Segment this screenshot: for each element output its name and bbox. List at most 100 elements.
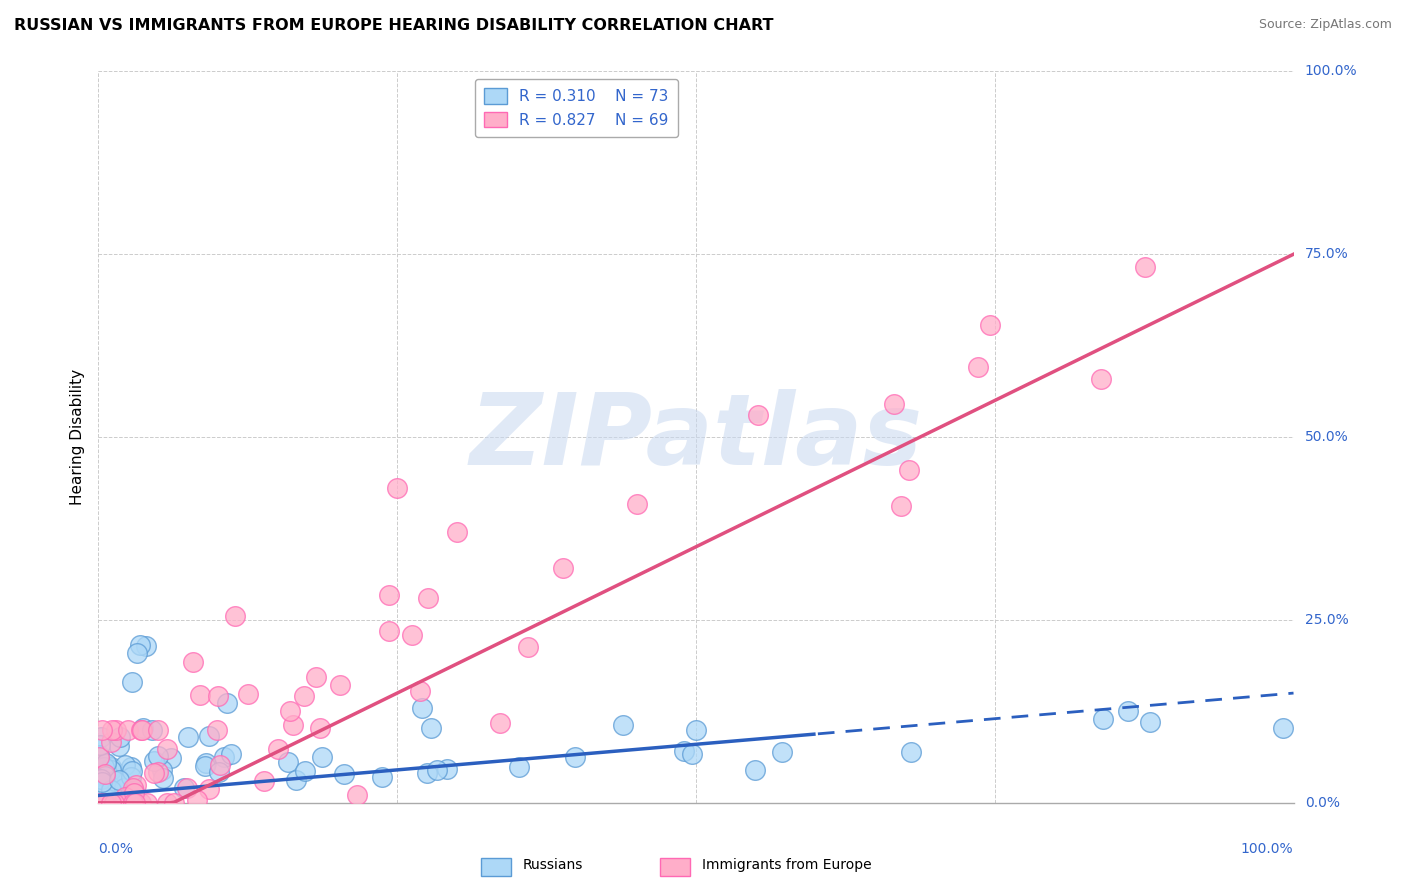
Text: RUSSIAN VS IMMIGRANTS FROM EUROPE HEARING DISABILITY CORRELATION CHART: RUSSIAN VS IMMIGRANTS FROM EUROPE HEARIN… xyxy=(14,18,773,33)
Point xyxy=(156,796,179,810)
Point xyxy=(131,723,153,737)
Point xyxy=(409,684,432,698)
Point xyxy=(135,796,157,810)
Point xyxy=(267,741,290,756)
Point xyxy=(378,624,401,639)
Point xyxy=(489,716,512,731)
Point xyxy=(152,763,174,777)
Point xyxy=(146,765,169,780)
Point xyxy=(283,718,305,732)
Point xyxy=(198,729,221,743)
Point xyxy=(890,499,912,513)
Point xyxy=(94,796,117,810)
Point xyxy=(142,766,165,780)
Text: 0.0%: 0.0% xyxy=(98,842,134,855)
Point xyxy=(96,756,118,770)
Point xyxy=(415,765,437,780)
Point xyxy=(112,781,135,796)
Point xyxy=(121,796,143,810)
Text: ZIPatlas: ZIPatlas xyxy=(470,389,922,485)
Point xyxy=(292,690,315,704)
Point xyxy=(103,796,125,810)
Point xyxy=(104,773,127,788)
Point xyxy=(212,749,235,764)
Point xyxy=(329,678,352,692)
Point xyxy=(117,723,139,737)
Point xyxy=(90,772,112,786)
Point xyxy=(159,751,181,765)
Point xyxy=(207,689,229,703)
Point xyxy=(1139,714,1161,729)
Point xyxy=(128,639,150,653)
Y-axis label: Hearing Disability: Hearing Disability xyxy=(69,369,84,505)
Point xyxy=(411,701,433,715)
Point xyxy=(91,775,114,789)
Point xyxy=(370,770,392,784)
Point xyxy=(747,408,769,422)
Point xyxy=(508,759,530,773)
Point xyxy=(124,796,146,810)
Point xyxy=(278,704,301,718)
Point xyxy=(124,786,146,800)
Point xyxy=(197,781,219,796)
Point xyxy=(94,785,117,799)
Point xyxy=(163,796,186,810)
Point xyxy=(93,760,115,774)
Point xyxy=(1271,721,1294,735)
FancyBboxPatch shape xyxy=(481,858,510,876)
Point xyxy=(195,756,218,770)
Point xyxy=(89,747,111,762)
Point xyxy=(215,696,238,710)
Point xyxy=(156,742,179,756)
Text: 25.0%: 25.0% xyxy=(1305,613,1348,627)
Text: Immigrants from Europe: Immigrants from Europe xyxy=(702,858,872,872)
Point xyxy=(426,763,449,777)
Text: 100.0%: 100.0% xyxy=(1305,64,1357,78)
Point xyxy=(333,766,356,780)
Point xyxy=(114,789,136,804)
Point xyxy=(146,749,169,764)
Point xyxy=(89,738,111,752)
Point xyxy=(122,784,145,798)
Point xyxy=(100,796,122,810)
Point xyxy=(101,723,124,737)
Point xyxy=(305,670,328,684)
Point xyxy=(401,628,423,642)
Point xyxy=(91,723,114,737)
Point xyxy=(1116,704,1139,718)
Point xyxy=(346,788,368,802)
Point xyxy=(1133,260,1156,274)
Point xyxy=(93,772,115,787)
Point xyxy=(100,783,122,797)
Point xyxy=(898,463,921,477)
Point xyxy=(377,588,399,602)
Point xyxy=(120,760,142,774)
Point xyxy=(121,781,143,796)
Point xyxy=(194,758,217,772)
Point xyxy=(681,747,703,761)
Point xyxy=(612,718,634,732)
Point xyxy=(177,730,200,744)
FancyBboxPatch shape xyxy=(661,858,690,876)
Point xyxy=(110,730,132,744)
Point xyxy=(100,735,122,749)
Point xyxy=(207,723,229,737)
Point xyxy=(142,754,165,768)
Point xyxy=(104,796,127,810)
Point xyxy=(517,640,540,654)
Point xyxy=(173,781,195,796)
Point xyxy=(141,723,163,738)
Point xyxy=(626,497,648,511)
Legend: R = 0.310    N = 73, R = 0.827    N = 69: R = 0.310 N = 73, R = 0.827 N = 69 xyxy=(475,79,678,137)
Point xyxy=(146,723,169,737)
Point xyxy=(208,764,231,779)
Point xyxy=(744,763,766,777)
Point xyxy=(1091,712,1114,726)
Point xyxy=(446,525,468,540)
Point xyxy=(436,762,458,776)
Text: Source: ZipAtlas.com: Source: ZipAtlas.com xyxy=(1258,18,1392,31)
Point xyxy=(209,758,232,772)
Text: 0.0%: 0.0% xyxy=(1305,796,1340,810)
Point xyxy=(253,774,276,789)
Point xyxy=(1090,372,1112,386)
